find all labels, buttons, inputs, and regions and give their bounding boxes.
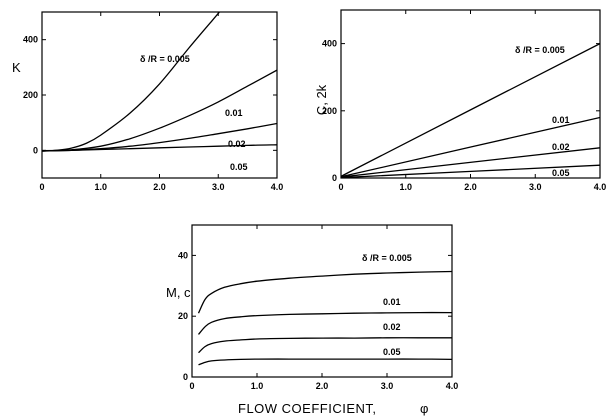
series-label: 0.01 — [225, 108, 243, 118]
y-tick-label: 400 — [322, 39, 337, 49]
x-tick-label: 4.0 — [594, 182, 607, 192]
series-label: 0.01 — [383, 297, 401, 307]
y-axis-label: C, 2k — [314, 84, 329, 115]
chart-k: 0 1.0 2.0 3.0 4.0 0 200 400 Kδ /R = 0.005 0.01 0.0… — [12, 11, 284, 192]
x-tick-label: 1.0 — [399, 182, 412, 192]
series-label: δ /R = 0.005 — [515, 45, 565, 55]
y-axis-label: M, c — [166, 285, 191, 300]
x-tick-label: 3.0 — [529, 182, 542, 192]
y-tick-label: 0 — [33, 145, 38, 155]
series-label: δ /R = 0.005 — [362, 253, 412, 263]
chart-c-2k: 0 1.0 2.0 3.0 4.0 0 200 400 C, 2k δ /R = 0.005 0.0… — [314, 9, 607, 192]
series-label: δ /R = 0.005 — [140, 54, 190, 64]
series-label: 0.05 — [552, 168, 570, 178]
series-label: 0.02 — [552, 142, 570, 152]
y-tick-label: 200 — [23, 90, 38, 100]
x-tick-label: 0 — [189, 381, 194, 391]
y-axis-label: K — [12, 60, 21, 75]
y-tick-label: 20 — [178, 311, 188, 321]
series-line — [341, 147, 600, 178]
series-line — [42, 69, 277, 152]
x-tick-label: 1.0 — [94, 182, 107, 192]
y-tick-label: 0 — [183, 372, 188, 382]
series-line — [341, 43, 600, 178]
plot-frame — [191, 224, 453, 378]
chart-m-c: 0 1.0 2.0 3.0 4.0 0 20 40 M, c δ /R = 0.005 0.01 0.… — [166, 224, 459, 391]
series-label: 0.02 — [383, 322, 401, 332]
plot-frame — [41, 11, 278, 179]
series-line — [341, 116, 600, 178]
x-tick-label: 3.0 — [212, 182, 225, 192]
series-line — [42, 144, 277, 152]
series-line — [42, 12, 221, 152]
y-tick-label: 0 — [332, 173, 337, 183]
y-tick-label: 40 — [178, 250, 188, 260]
x-axis-title-symbol: φ — [420, 401, 429, 416]
series-line — [341, 164, 600, 178]
series-line — [198, 311, 452, 335]
x-tick-label: 2.0 — [316, 381, 329, 391]
x-tick-label: 1.0 — [251, 381, 264, 391]
x-tick-label: 4.0 — [271, 182, 284, 192]
series-label: 0.01 — [552, 115, 570, 125]
y-tick-label: 200 — [322, 106, 337, 116]
x-tick-label: 4.0 — [446, 381, 459, 391]
series-line — [198, 358, 452, 366]
x-tick-label: 2.0 — [153, 182, 166, 192]
x-tick-label: 0 — [338, 182, 343, 192]
x-tick-label: 0 — [39, 182, 44, 192]
x-tick-label: 2.0 — [464, 182, 477, 192]
series-label: 0.05 — [230, 162, 248, 172]
y-tick-label: 400 — [23, 35, 38, 45]
series-line — [198, 337, 452, 354]
x-tick-label: 3.0 — [381, 381, 394, 391]
series-label: 0.05 — [383, 347, 401, 357]
series-line — [197, 270, 452, 314]
series-label: 0.02 — [228, 139, 246, 149]
x-axis-title: FLOW COEFFICIENT, — [238, 401, 377, 416]
